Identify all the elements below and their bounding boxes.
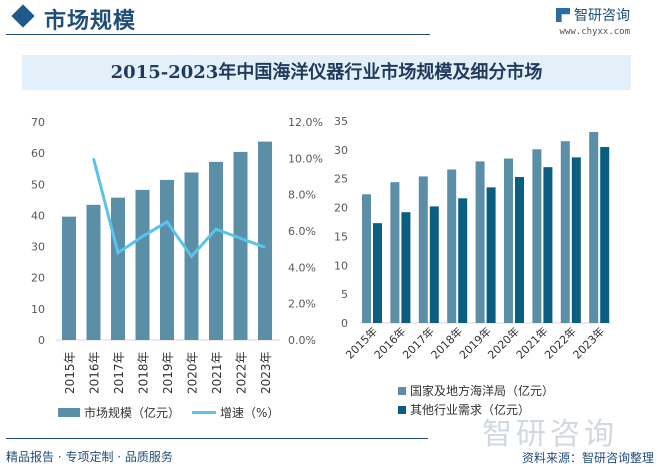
brand-name: 智研咨询 [574, 8, 630, 24]
bar-series1 [362, 194, 371, 323]
bar-market-size [233, 151, 248, 340]
point-growth [93, 157, 94, 159]
chart-title: 2015-2023年中国海洋仪器行业市场规模及细分市场 [22, 55, 631, 90]
x-tick: 2023年 [259, 351, 273, 394]
y-right-tick: 12.0% [288, 116, 323, 129]
line-growth [92, 157, 266, 259]
bar-series1 [504, 158, 513, 323]
legend-item-series2: 其他行业需求（亿元） [398, 401, 530, 418]
y-tick: 25 [334, 173, 348, 186]
legend-item-market-size: 市场规模（亿元） [58, 404, 180, 421]
bar-series2 [486, 187, 496, 323]
bar-series2 [600, 146, 610, 323]
y-right-tick: 6.0% [288, 225, 316, 238]
x-tick: 2023年 [570, 324, 607, 361]
point-growth [117, 252, 119, 254]
bar-market-size [258, 141, 272, 340]
y-left-tick: 0 [38, 334, 45, 347]
bar-series2 [571, 157, 581, 323]
bar-series1 [418, 176, 428, 323]
y-left-tick: 50 [31, 178, 45, 191]
y-left-tick: 40 [31, 209, 45, 222]
legend-item-growth: 增速（%） [192, 404, 279, 421]
y-right-tick: 4.0% [288, 261, 316, 274]
bar-series2 [373, 223, 382, 323]
legend-swatch [398, 405, 406, 414]
bar-market-size [86, 204, 101, 340]
header-divider [6, 34, 430, 35]
bar-series1 [560, 141, 570, 323]
point-growth [215, 228, 217, 230]
y-left-tick: 10 [31, 303, 45, 316]
bar-market-size [160, 179, 174, 340]
y-right-tick: 0.0% [288, 334, 316, 347]
legend-label: 国家及地方海洋局（亿元） [410, 384, 555, 398]
y-left-tick: 20 [31, 272, 45, 285]
y-tick: 20 [334, 202, 348, 215]
y-tick: 0 [341, 317, 348, 330]
footer-divider [6, 438, 428, 439]
y-tick: 35 [334, 115, 348, 128]
bar-series1 [532, 149, 542, 323]
legend-label: 市场规模（亿元） [84, 406, 181, 420]
y-tick: 5 [341, 288, 348, 301]
y-left-tick: 60 [31, 147, 45, 160]
legend-label: 增速（%） [220, 406, 280, 420]
footer-slogan: 精品报告 · 专项定制 · 品质服务 [6, 450, 173, 464]
x-tick: 2017年 [112, 351, 126, 394]
brand: 智研咨询 [556, 5, 630, 25]
bar-series1 [475, 161, 485, 323]
x-tick: 2020年 [186, 351, 200, 394]
legend-label: 其他行业需求（亿元） [410, 403, 531, 417]
bar-series1 [390, 182, 400, 323]
source-note: 资料来源：智研咨询整理 [521, 451, 654, 465]
y-tick: 30 [334, 144, 348, 157]
point-growth [240, 237, 241, 239]
y-right-tick: 2.0% [288, 298, 316, 311]
y-left-tick: 70 [31, 116, 45, 129]
brand-url: www.chyxx.com [559, 27, 630, 37]
bar-market-size [135, 189, 150, 340]
x-tick: 2022年 [235, 351, 249, 394]
y-right-tick: 10.0% [288, 152, 323, 165]
point-growth [191, 255, 192, 257]
bar-series2 [429, 206, 439, 323]
section-title: 市场规模 [44, 9, 137, 34]
bar-series2 [458, 198, 468, 323]
point-growth [264, 246, 266, 248]
x-tick: 2015年 [63, 351, 77, 394]
x-tick: 2021年 [210, 351, 224, 394]
point-growth [166, 221, 168, 223]
bar-series2 [401, 212, 411, 323]
bar-market-size [209, 161, 223, 340]
bar-series1 [589, 131, 599, 323]
y-left-tick: 30 [31, 241, 45, 254]
bar-series1 [447, 169, 457, 323]
legend-item-series1: 国家及地方海洋局（亿元） [398, 382, 554, 399]
bar-market-size [111, 197, 125, 340]
legend-swatch [192, 411, 216, 414]
point-growth [142, 235, 143, 237]
y-right-tick: 8.0% [288, 189, 316, 202]
bar-series2 [543, 167, 553, 323]
x-tick: 2018年 [137, 351, 151, 394]
legend-swatch [58, 408, 80, 417]
bar-series2 [515, 176, 524, 323]
bar-market-size [62, 216, 76, 340]
y-tick: 10 [334, 259, 348, 272]
x-tick: 2016年 [88, 351, 102, 394]
x-tick: 2019年 [161, 351, 175, 394]
y-tick: 15 [334, 230, 348, 243]
legend-swatch [398, 386, 406, 395]
watermark: 智研咨询 [482, 417, 618, 452]
